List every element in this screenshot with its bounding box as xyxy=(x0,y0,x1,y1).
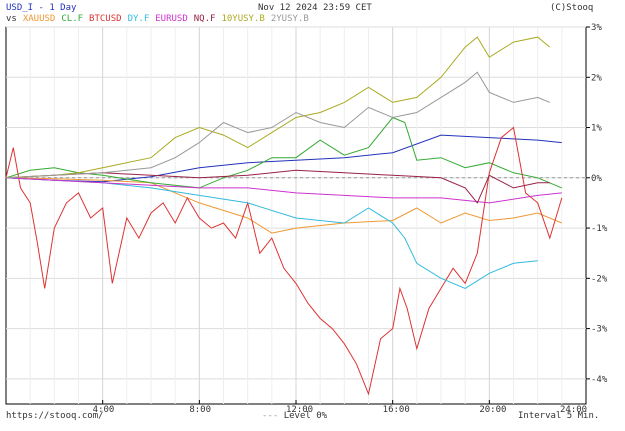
x-tick-label: 4:00 xyxy=(93,405,115,415)
footer-interval: Interval 5 Min. xyxy=(518,411,600,421)
legend-item-eurusd: EURUSD xyxy=(155,14,188,24)
legend: vs XAUUSD CL.F BTCUSD DY.F EURUSD NQ.F 10YUSY.B… xyxy=(6,14,321,24)
footer-url[interactable]: https://stooq.com/ xyxy=(6,411,104,421)
series-line-btcusd xyxy=(5,126,563,396)
footer-level: --- Level 0% xyxy=(262,411,328,421)
series-line-usd-i xyxy=(5,134,562,183)
y-tick-label: 3% xyxy=(591,23,602,33)
series-line-nq-f xyxy=(5,169,550,204)
chart-datetime: Nov 12 2024 23:59 CET xyxy=(258,3,372,13)
y-tick-label: 2% xyxy=(591,73,602,83)
series-line-10yusy-b xyxy=(5,36,551,179)
x-tick-label: 16:00 xyxy=(383,405,410,415)
series-line-cl-f xyxy=(5,116,562,189)
legend-item-xauusd: XAUUSD xyxy=(22,14,56,24)
series-group xyxy=(5,36,563,396)
y-tick-label: -3% xyxy=(591,325,608,335)
x-tick-label: 20:00 xyxy=(479,405,506,415)
legend-item-10yusy-b: 10YUSY.B xyxy=(221,14,265,24)
y-tick-label: -1% xyxy=(591,224,608,234)
x-tick-label: 24:00 xyxy=(560,405,587,415)
series-line-2yusy-b xyxy=(5,71,550,179)
copyright-label: (C)Stooq xyxy=(550,3,594,13)
legend-item-dy-f: DY.F xyxy=(127,14,150,24)
series-line-dy-f xyxy=(5,177,538,289)
y-tick-label: 1% xyxy=(591,124,602,134)
y-tick-label: -4% xyxy=(591,375,608,385)
legend-item-cl-f: CL.F xyxy=(61,14,84,24)
x-tick-label: 12:00 xyxy=(286,405,313,415)
legend-item-2yusy-b: 2YUSY.B xyxy=(270,14,309,24)
chart-title: USD_I - 1 Day xyxy=(6,3,77,13)
legend-vs: vs xyxy=(6,14,17,24)
legend-item-nq-f: NQ.F xyxy=(193,14,216,24)
x-axis-ticks: 4:00 8:00 12:00 16:00 20:00 24:00 xyxy=(93,400,587,415)
grid-lines xyxy=(6,26,586,404)
legend-item-btcusd: BTCUSD xyxy=(89,14,122,24)
y-axis-ticks: 3% 2% 1% 0% -1% -2% -3% -4% xyxy=(586,23,608,385)
level-label: Level 0% xyxy=(283,411,328,421)
y-tick-label: 0% xyxy=(591,174,602,184)
y-tick-label: -2% xyxy=(591,274,608,284)
series-line-eurusd xyxy=(5,177,562,204)
x-tick-label: 8:00 xyxy=(189,405,211,415)
